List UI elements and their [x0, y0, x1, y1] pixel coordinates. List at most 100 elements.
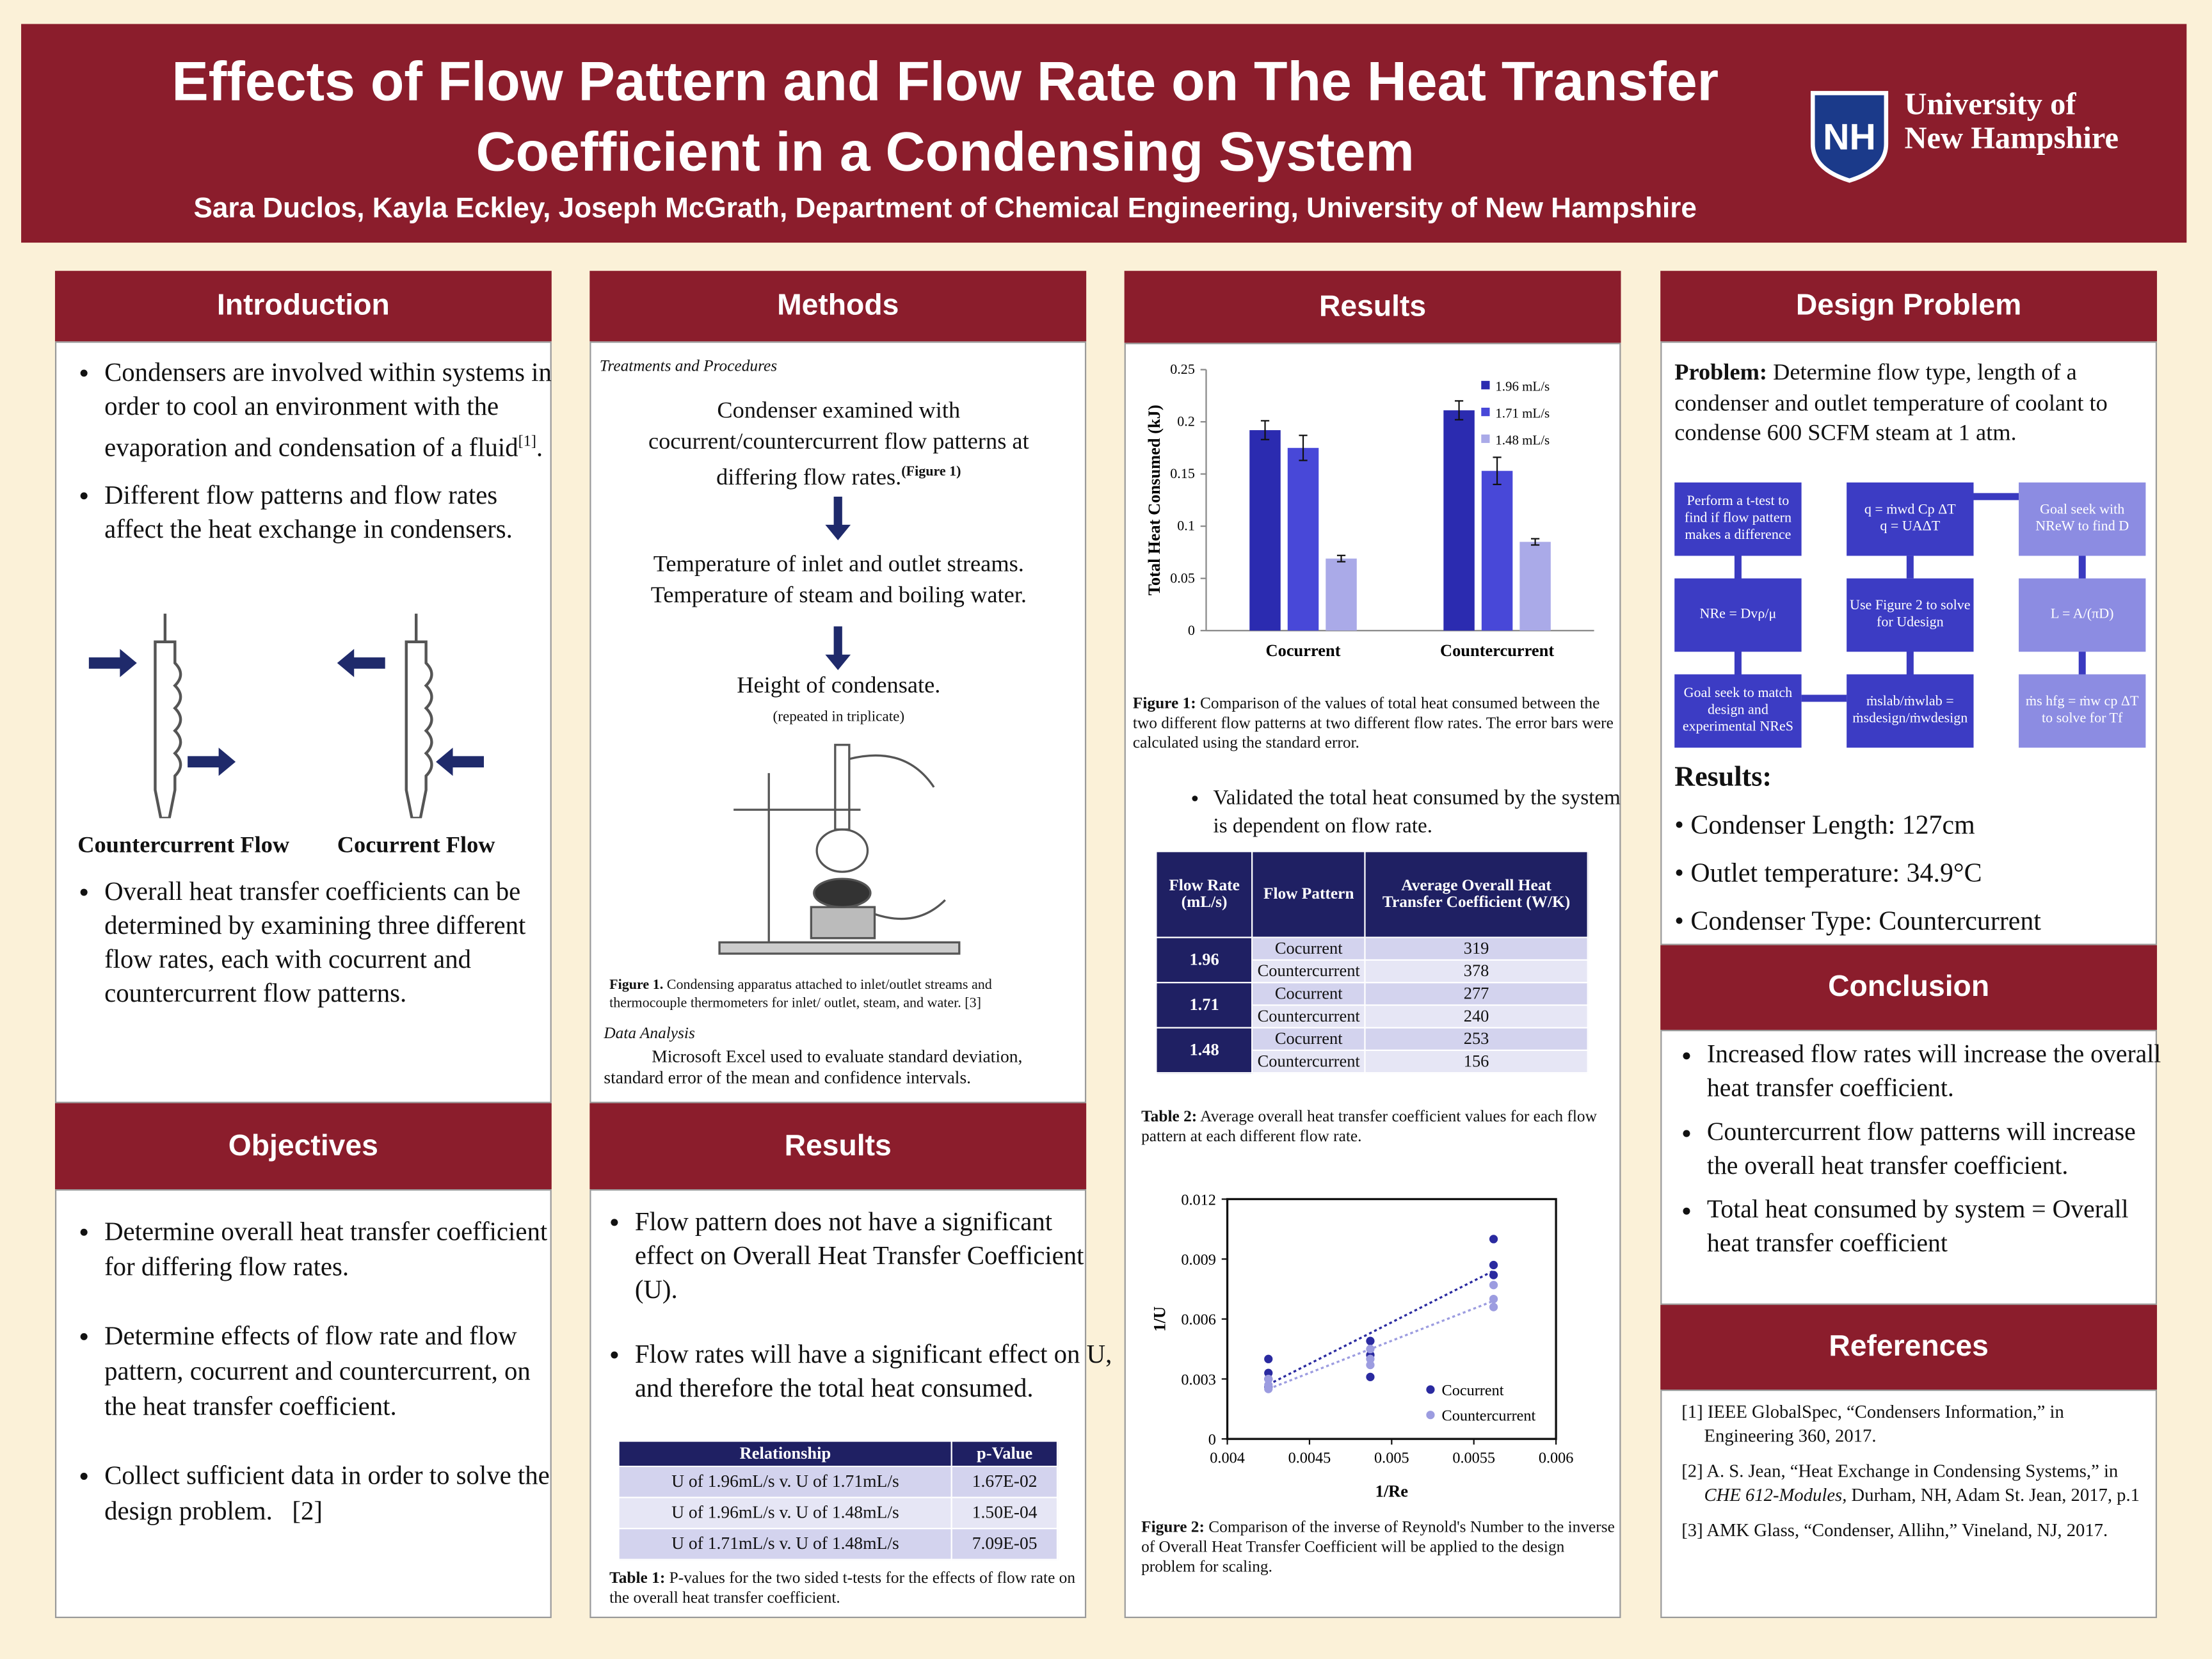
legend-swatch [1481, 381, 1490, 390]
title: Effects of Flow Pattern and Flow Rate on… [172, 52, 1719, 184]
y-tick-label: 0.2 [1177, 413, 1195, 429]
section-heading: Results [1124, 271, 1621, 343]
header-cell: Average Overall Heat Transfer Coefficien… [1364, 851, 1589, 938]
method-step: Condenser examined with cocurrent/counte… [609, 395, 1068, 493]
authors: Sara Duclos, Kayla Eckley, Joseph McGrat… [193, 193, 1697, 225]
y-tick-label: 0.003 [1181, 1371, 1216, 1388]
x-tick-label: Cocurrent [1266, 641, 1341, 660]
cell: Countercurrent [1251, 959, 1366, 984]
legend-label: 1.71 mL/s [1495, 405, 1550, 421]
legend-label: 1.96 mL/s [1495, 379, 1550, 394]
reference: [3] AMK Glass, “Condenser, Allihn,” Vine… [1681, 1519, 2108, 1541]
bullet: Increased flow rates will increase the o… [1707, 1037, 2172, 1105]
x-tick-label: 0.0045 [1288, 1450, 1331, 1467]
point [1366, 1354, 1375, 1363]
bullet-text: Determine overall heat transfer coeffici… [104, 1219, 548, 1283]
table-row: Countercurrent 240 [1156, 1004, 1589, 1029]
point [1489, 1281, 1498, 1290]
legend-marker [1426, 1411, 1435, 1420]
cell: U of 1.96mL/s v. U of 1.71mL/s [618, 1466, 953, 1498]
point [1264, 1384, 1273, 1393]
y-tick-label: 0.15 [1170, 465, 1195, 481]
bullet: • Condenser Type: Countercurrent [1674, 907, 2041, 937]
problem-label: Problem: [1674, 358, 1768, 385]
reference-list: [1] IEEE GlobalSpec, “Condensers Informa… [1681, 1399, 2140, 1542]
error-bar [1454, 400, 1464, 421]
reference-text: [2] A. S. Jean, “Heat Exchange in Conden… [1681, 1460, 2119, 1482]
cell: Cocurrent [1251, 982, 1366, 1006]
coefficient-table: Flow Rate (mL/s) Flow Pattern Average Over… [1155, 851, 1589, 1074]
problem-text: Determine flow type, length of a condens… [1674, 358, 2108, 446]
table-row: Countercurrent 378 [1156, 959, 1589, 984]
section-heading: Design Problem [1660, 271, 2158, 342]
cell: U of 1.71mL/s v. U of 1.48mL/s [618, 1528, 953, 1560]
header-row: Relationship p-Value [618, 1440, 1059, 1468]
logo-text: University of New Hampshire [1905, 87, 2119, 156]
result-text: Outlet temperature: 34.9°C [1690, 859, 1982, 889]
point [1489, 1294, 1498, 1304]
cell: 253 [1364, 1027, 1589, 1052]
method-step: Temperature of inlet and outlet streams.… [650, 550, 1027, 608]
conclusion-list: Increased flow rates will increase the o… [1676, 1037, 2172, 1274]
bar-chart: 0 0.05 0.1 0.15 0.2 0.25 Total Heat Consumed (… [1144, 361, 1594, 660]
group-cell: 1.71 [1155, 982, 1254, 1029]
caption-text: Comparison of the inverse of Reynold's N… [1141, 1519, 1615, 1576]
node-text: ṁslab/ṁwlab = [1866, 694, 1954, 710]
header-cell: Flow Rate (mL/s) [1155, 851, 1254, 938]
cell: Cocurrent [1251, 1027, 1366, 1052]
reference-italic: CHE 612-Modules, [1704, 1484, 1847, 1505]
node-text: q = UAΔT [1880, 519, 1941, 535]
flow-node: Use Figure 2 to solve for Udesign [1847, 578, 1974, 652]
flow-node: L = A/(πD) [2019, 578, 2146, 652]
section-heading: Introduction [54, 271, 552, 342]
figure-label: Countercurrent Flow [77, 831, 290, 858]
design-results: • Condenser Length: 127cm • Outlet temper… [1674, 810, 2154, 954]
legend-swatch [1481, 434, 1490, 444]
flow-node: ṁs hfg = ṁw cp ΔT to solve for Tf [2019, 674, 2146, 748]
point [1489, 1235, 1498, 1244]
header-cell: Relationship [618, 1440, 953, 1468]
table-row: 1.48 Cocurrent 253 [1155, 1027, 1589, 1074]
bar [1326, 558, 1357, 631]
node-text: Use Figure 2 to solve for Udesign [1850, 598, 1971, 631]
intro-list: Condensers are involved within systems i… [74, 357, 556, 562]
condenser-figure [88, 613, 484, 819]
objectives-panel [54, 1189, 552, 1619]
note: (repeated in triplicate) [773, 709, 905, 725]
node-text: Goal seek to match design and experiment… [1682, 685, 1794, 735]
legend-label: Countercurrent [1442, 1407, 1536, 1425]
cell: 240 [1364, 1004, 1589, 1029]
trendline [1267, 1270, 1495, 1386]
method-step: Height of condensate. [737, 671, 941, 699]
node-text: ṁs hfg = ṁw cp ΔT to solve for Tf [2025, 694, 2139, 727]
reference: [2] A. S. Jean, “Heat Exchange in Conden… [1681, 1459, 2140, 1507]
point [1366, 1372, 1375, 1381]
bullet: • Condenser Length: 127cm [1674, 811, 1975, 841]
bullet: • Outlet temperature: 34.9°C [1674, 859, 1982, 889]
intro-panel [54, 341, 552, 1103]
bullet: Flow rates will have a significant effec… [635, 1339, 1114, 1407]
legend-marker [1426, 1385, 1435, 1394]
node-text: ṁsdesign/ṁwdesign [1852, 710, 1968, 727]
x-tick-label: 0.004 [1210, 1450, 1245, 1467]
section-heading: Objectives [54, 1103, 552, 1190]
bullet: Determine overall heat transfer coeffici… [104, 1216, 563, 1286]
figure-label: Cocurrent Flow [337, 831, 495, 858]
x-tick-label: Countercurrent [1440, 641, 1554, 660]
caption-label: Figure 1. [609, 977, 664, 993]
bullet: Validated the total heat consumed by the… [1214, 784, 1637, 840]
y-tick-label: 0.05 [1170, 570, 1195, 586]
y-tick-label: 0.1 [1177, 518, 1195, 534]
bullet: Countercurrent flow patterns will increa… [1707, 1114, 2172, 1182]
caption-text: P-values for the two sided t-tests for t… [609, 1570, 1076, 1607]
point [1366, 1361, 1375, 1370]
y-axis-label: 1/U [1150, 1306, 1169, 1332]
flow-node: Goal seek to match design and experiment… [1674, 674, 1802, 748]
bullet: Overall heat transfer coefficients can b… [104, 876, 556, 1012]
table-row: 1.71 Cocurrent 277 [1155, 982, 1589, 1029]
y-tick-label: 0.012 [1181, 1191, 1216, 1208]
section-heading: Conclusion [1660, 945, 2158, 1030]
bullet-text: Collect sufficient data in order to solv… [104, 1463, 550, 1527]
node-text: Perform a t-test to find if flow pattern… [1684, 493, 1791, 543]
